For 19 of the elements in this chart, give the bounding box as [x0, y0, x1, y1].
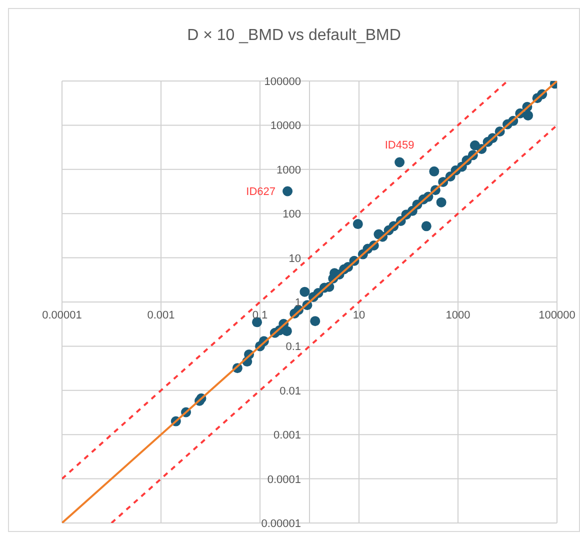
y-tick-label: 0.0001 [267, 474, 301, 486]
y-tick-label: 10 [288, 252, 301, 265]
y-tick-label: 10000 [270, 120, 301, 132]
y-tick-label: 0.00001 [261, 518, 301, 530]
x-tick-label: 0.1 [252, 310, 268, 322]
y-tick-label: 0.01 [280, 385, 301, 398]
x-tick-label: 10 [352, 310, 366, 322]
y-tick-label: 0.1 [286, 341, 301, 354]
y-tick-label: 100000 [264, 76, 301, 88]
y-tick-label: 0.001 [273, 430, 301, 442]
chart-title: D × 10 _BMD vs default_BMD [186, 27, 402, 45]
y-tick-label: 1000 [276, 164, 301, 176]
y-tick-label: 100 [282, 208, 301, 221]
x-tick-label: 0.001 [147, 310, 175, 322]
annotation: ID627 [246, 186, 276, 198]
x-tick-label: 0.00001 [42, 310, 82, 322]
annotation: ID459 [384, 139, 414, 152]
x-tick-label: 1000 [446, 310, 470, 322]
x-tick-label: 100000 [538, 310, 576, 322]
